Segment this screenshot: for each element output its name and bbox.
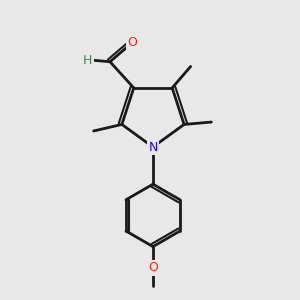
Text: O: O (127, 36, 137, 49)
Text: H: H (83, 54, 92, 67)
Text: N: N (148, 140, 158, 154)
Text: O: O (148, 262, 158, 275)
